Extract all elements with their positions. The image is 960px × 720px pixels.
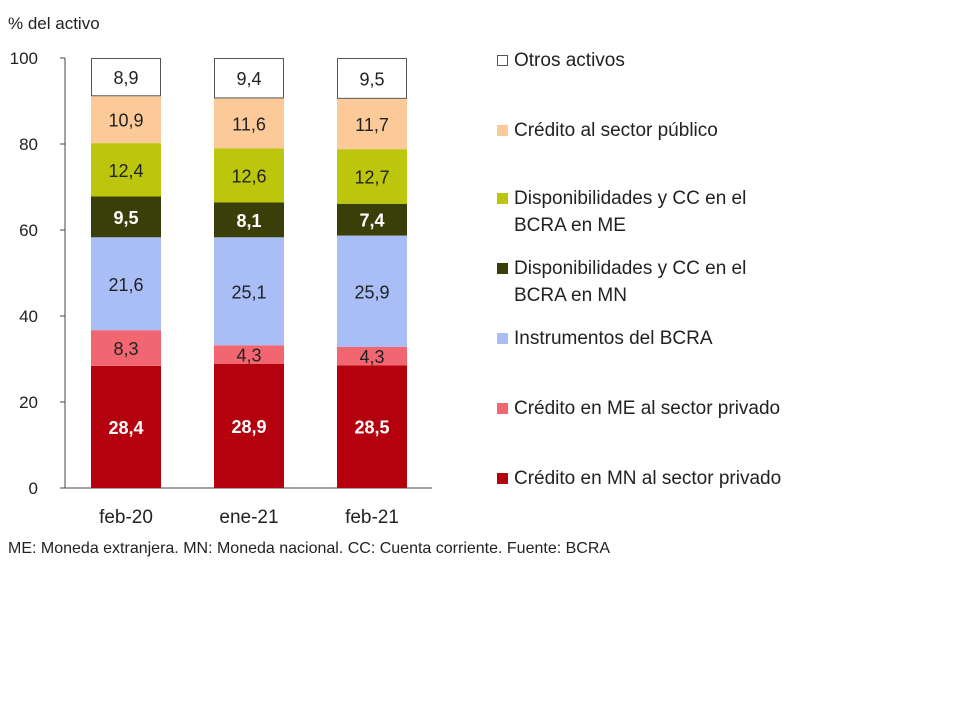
bar-segment [91, 330, 161, 366]
data-label: 12,7 [354, 167, 389, 187]
bar-segment [91, 143, 161, 197]
data-label: 9,5 [113, 208, 138, 228]
y-tick-label: 60 [19, 221, 38, 240]
bar-segment [337, 203, 407, 236]
data-label: 8,3 [113, 339, 138, 359]
legend-swatch [497, 263, 508, 274]
legend-item: Crédito en MN al sector privado [497, 465, 794, 492]
legend-label: Otros activos [514, 50, 625, 71]
y-tick-label: 40 [19, 307, 38, 326]
data-label: 28,4 [108, 418, 143, 438]
legend-label: Crédito al sector público [514, 120, 718, 141]
bar-segment [91, 237, 161, 331]
x-tick-label: feb-20 [99, 507, 153, 528]
bar-segment [214, 202, 284, 238]
legend-swatch [497, 193, 508, 204]
legend-item: Disponibilidades y CC en el BCRA en ME [497, 185, 794, 239]
legend-label: Instrumentos del BCRA [514, 328, 713, 349]
bar-segment [91, 196, 161, 238]
data-label: 8,1 [236, 211, 261, 231]
bar-segment [214, 98, 284, 149]
bar-segment [214, 58, 284, 99]
x-tick-label: ene-21 [219, 507, 278, 528]
data-label: 12,4 [108, 161, 143, 181]
data-label: 28,5 [354, 418, 389, 438]
bar-segment [214, 237, 284, 346]
legend-item: Instrumentos del BCRA [497, 325, 794, 352]
data-label: 11,7 [355, 115, 389, 135]
bar-segment [214, 345, 284, 364]
data-label: 8,9 [113, 68, 138, 88]
legend-swatch [497, 55, 508, 66]
bar-segment [91, 58, 161, 97]
data-label: 9,4 [236, 69, 261, 89]
legend-item: Crédito en ME al sector privado [497, 395, 794, 422]
data-label: 28,9 [231, 417, 266, 437]
footnote: ME: Moneda extranjera. MN: Moneda nacion… [8, 540, 611, 557]
legend-swatch [497, 473, 508, 484]
data-label: 12,6 [231, 166, 266, 186]
bar-segment [214, 363, 284, 488]
data-label: 11,6 [232, 114, 266, 134]
data-label: 9,5 [359, 69, 384, 89]
y-tick-label: 0 [29, 479, 38, 498]
data-label: 25,9 [354, 282, 389, 302]
data-label: 25,1 [231, 282, 266, 302]
bar-segment [337, 235, 407, 347]
y-tick-label: 80 [19, 135, 38, 154]
legend-label: Crédito en MN al sector privado [514, 468, 782, 489]
legend-swatch [497, 403, 508, 414]
y-tick-label: 100 [10, 49, 38, 68]
legend-label: Disponibilidades y CC en el BCRA en ME [514, 188, 747, 236]
x-tick-label: feb-21 [345, 507, 399, 528]
legend-item: Disponibilidades y CC en el BCRA en MN [497, 255, 794, 309]
data-label: 21,6 [108, 275, 143, 295]
bar-segment [337, 365, 407, 488]
chart-plot: 0 20 40 60 80 100 28,4 8,3 21,6 9,5 12,4 10,9 8,9 feb… [10, 49, 432, 528]
bar-segment [337, 58, 407, 99]
legend-swatch [497, 333, 508, 344]
bar-segment [337, 149, 407, 204]
data-label: 10,9 [108, 111, 143, 131]
legend-label: Disponibilidades y CC en el BCRA en MN [514, 258, 747, 306]
bar-segment [337, 98, 407, 150]
bar-segment [91, 96, 161, 144]
data-label: 7,4 [359, 211, 384, 231]
bar-segment [91, 365, 161, 488]
legend-swatch [497, 125, 508, 136]
data-label: 4,3 [236, 345, 261, 365]
y-axis-label: % del activo [8, 14, 100, 33]
legend-label: Crédito en ME al sector privado [514, 398, 781, 419]
legend-item: Crédito al sector público [497, 117, 794, 144]
bar-segment [214, 148, 284, 203]
y-tick-label: 20 [19, 393, 38, 412]
bar-segment [337, 346, 407, 366]
legend-item: Otros activos [497, 47, 794, 74]
data-label: 4,3 [359, 347, 384, 367]
